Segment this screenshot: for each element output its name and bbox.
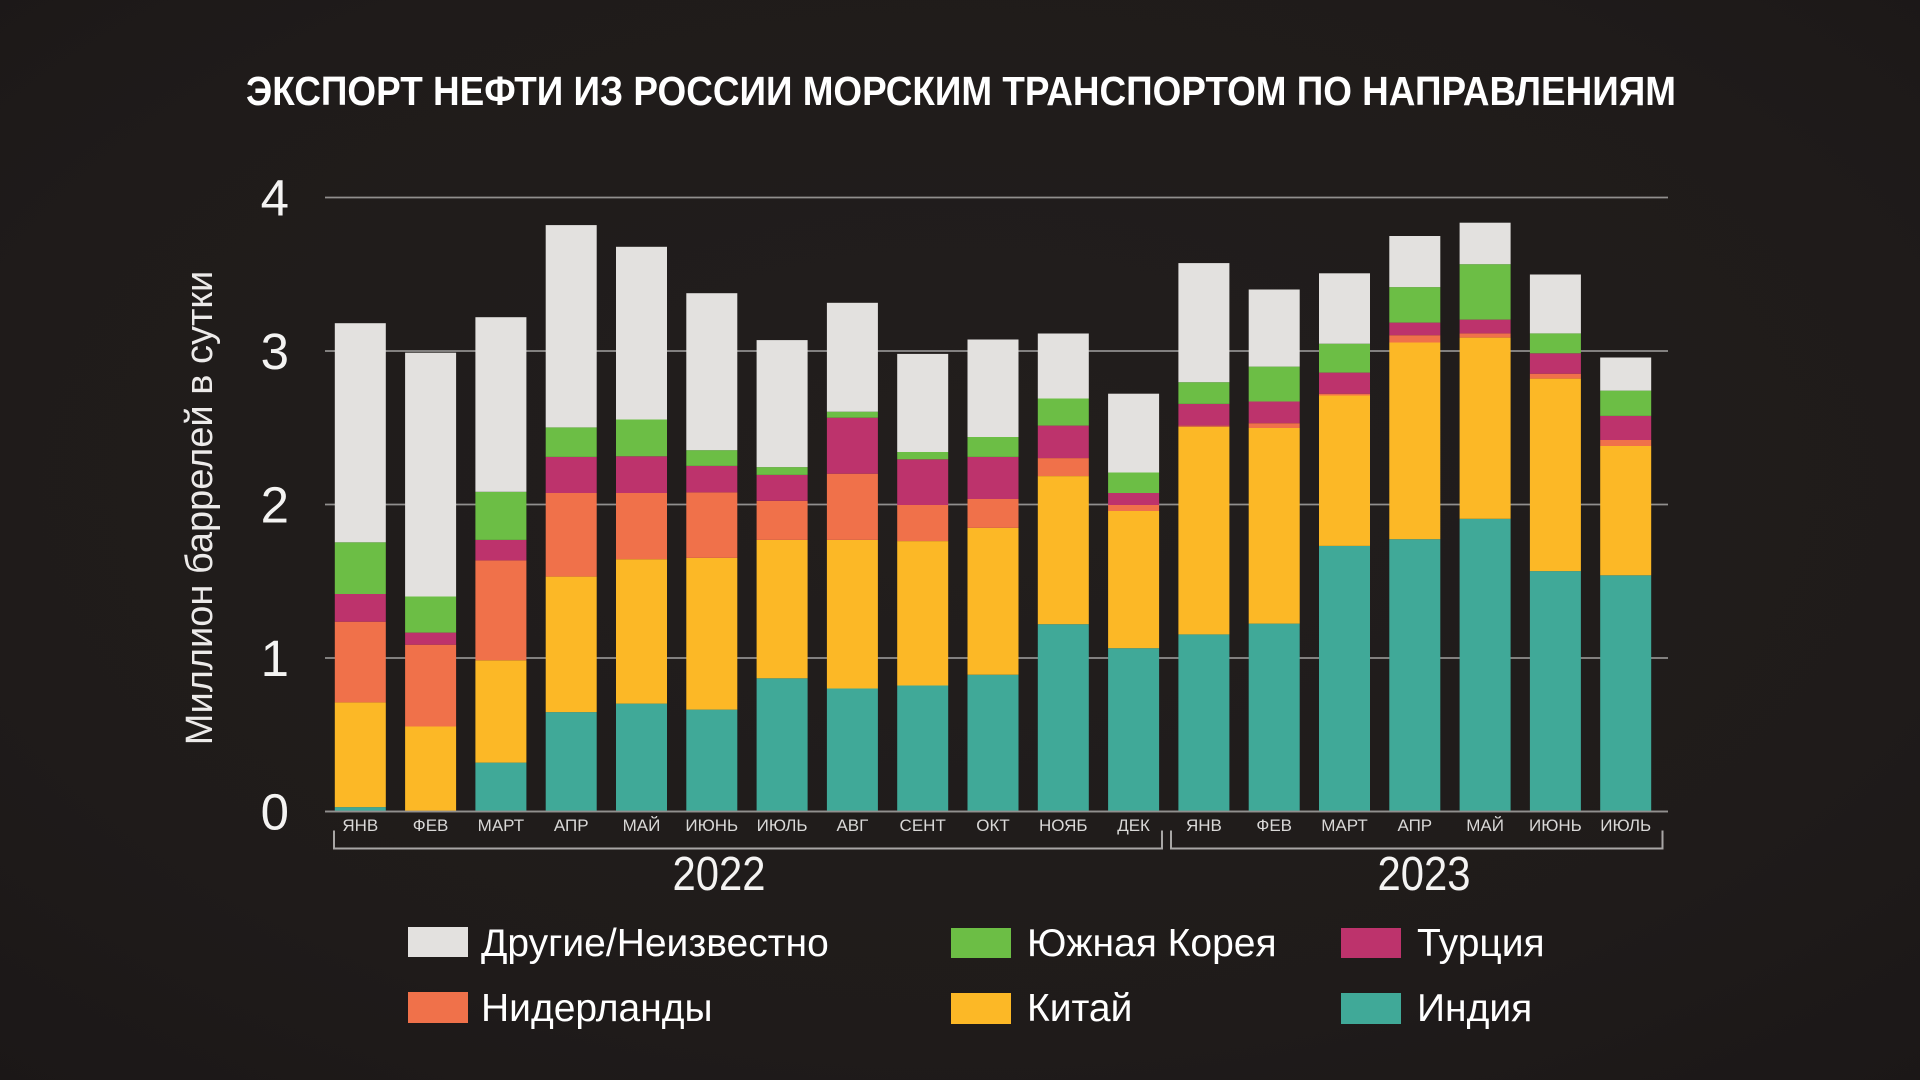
svg-text:АПР: АПР — [1397, 816, 1432, 835]
svg-text:Турция: Турция — [1417, 922, 1545, 965]
svg-text:2: 2 — [261, 477, 289, 534]
svg-text:ЯНВ: ЯНВ — [342, 816, 378, 835]
svg-text:МАРТ: МАРТ — [478, 816, 524, 835]
svg-text:АВГ: АВГ — [836, 816, 868, 835]
svg-text:Индия: Индия — [1417, 987, 1532, 1030]
svg-text:СЕНТ: СЕНТ — [900, 816, 946, 835]
svg-text:ОКТ: ОКТ — [976, 816, 1010, 835]
svg-text:1: 1 — [261, 630, 289, 687]
svg-text:МАЙ: МАЙ — [623, 816, 661, 835]
svg-text:0: 0 — [261, 784, 289, 841]
svg-text:АПР: АПР — [554, 816, 589, 835]
svg-text:ИЮНЬ: ИЮНЬ — [1529, 816, 1582, 835]
svg-text:ФЕВ: ФЕВ — [413, 816, 449, 835]
svg-text:ЯНВ: ЯНВ — [1186, 816, 1222, 835]
svg-text:Нидерланды: Нидерланды — [481, 987, 713, 1030]
svg-text:4: 4 — [261, 170, 289, 227]
svg-text:3: 3 — [261, 323, 289, 380]
svg-text:ИЮНЬ: ИЮНЬ — [685, 816, 738, 835]
svg-text:2022: 2022 — [673, 848, 766, 901]
svg-text:ФЕВ: ФЕВ — [1256, 816, 1292, 835]
svg-text:Китай: Китай — [1027, 987, 1132, 1030]
svg-text:ИЮЛЬ: ИЮЛЬ — [1600, 816, 1651, 835]
svg-text:Миллион баррелей в сутки: Миллион баррелей в сутки — [179, 271, 221, 745]
svg-text:ЭКСПОРТ НЕФТИ ИЗ РОССИИ МОРСКИ: ЭКСПОРТ НЕФТИ ИЗ РОССИИ МОРСКИМ ТРАНСПОР… — [246, 68, 1676, 114]
svg-text:2023: 2023 — [1378, 848, 1471, 901]
svg-text:ДЕК: ДЕК — [1117, 816, 1150, 835]
svg-text:МАЙ: МАЙ — [1466, 816, 1504, 835]
svg-text:МАРТ: МАРТ — [1321, 816, 1367, 835]
svg-text:Другие/Неизвестно: Другие/Неизвестно — [481, 922, 829, 965]
svg-text:Южная Корея: Южная Корея — [1027, 922, 1277, 965]
svg-text:ИЮЛЬ: ИЮЛЬ — [757, 816, 808, 835]
svg-text:НОЯБ: НОЯБ — [1039, 816, 1088, 835]
